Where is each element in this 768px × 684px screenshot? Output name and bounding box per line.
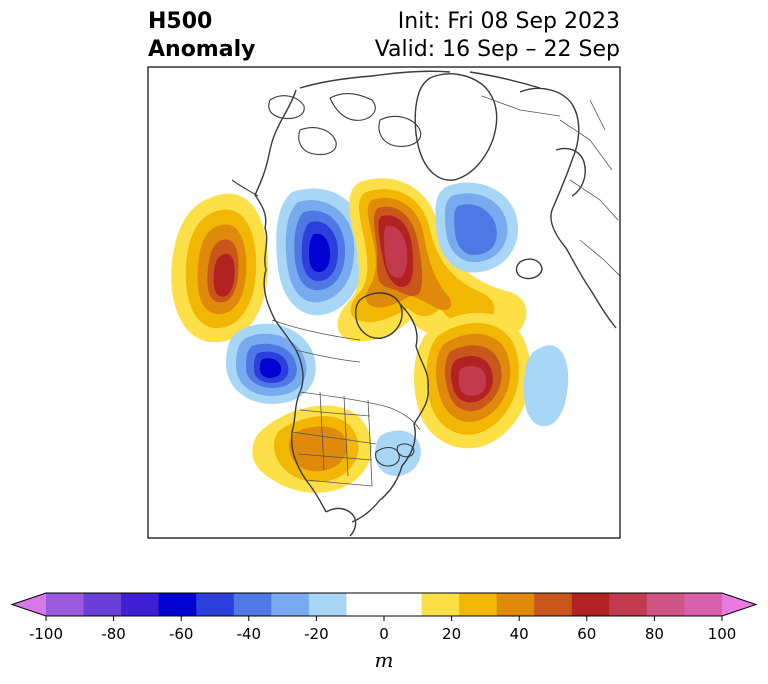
- title-right: Init: Fri 08 Sep 2023 Valid: 16 Sep – 22…: [375, 8, 620, 64]
- anomaly-ne-pacific-ridge: [171, 193, 269, 343]
- colorbar-bin: [233, 593, 272, 616]
- title-valid: Valid: 16 Sep – 22 Sep: [374, 37, 620, 62]
- colorbar-bin: [421, 593, 460, 616]
- colorbar-bin: [496, 593, 535, 616]
- coastlines: [231, 70, 617, 537]
- anomaly-arctic-ridge: [337, 178, 527, 345]
- edge-gap: [148, 284, 150, 318]
- map-panel: [147, 66, 621, 539]
- map-frame: [147, 66, 621, 539]
- anomaly-alaska-trough: [276, 188, 366, 316]
- title-left: H500 Anomaly: [148, 8, 255, 64]
- colorbar-bin: [346, 593, 422, 616]
- anomaly-nw-atlantic-ridge: [414, 312, 531, 449]
- colorbar-bin: [83, 593, 122, 616]
- title-type: Anomaly: [148, 37, 256, 62]
- colorbar-tick-label: -80: [101, 625, 126, 643]
- colorbar-tick-label: 0: [379, 625, 389, 643]
- anomaly-pacific-trough: [226, 323, 316, 404]
- political-borders: [271, 95, 620, 487]
- colorbar: -100 -80 -60 -40 -20 0 20 40 60 80 100: [10, 592, 758, 643]
- colorbar-tick-label: 40: [510, 625, 529, 643]
- colorbar-tick-label: 20: [442, 625, 461, 643]
- colorbar-tick-label: -60: [169, 625, 194, 643]
- colorbar-bin: [121, 593, 160, 616]
- colorbar-bin: [646, 593, 685, 616]
- colorbar-bin: [308, 593, 347, 616]
- colorbar-extend-low: [12, 593, 46, 616]
- colorbar-bin: [46, 593, 84, 616]
- colorbar-tick-label: -40: [237, 625, 262, 643]
- colorbar-bin: [534, 593, 573, 616]
- colorbar-tick-label: 80: [645, 625, 664, 643]
- colorbar-tick-label: -100: [29, 625, 63, 643]
- colorbar-bin: [459, 593, 498, 616]
- colorbar-extend-high: [722, 593, 756, 616]
- anomaly-western-us-ridge: [252, 405, 372, 493]
- colorbar-unit-label: m: [375, 648, 394, 672]
- anomaly-atlantic-trough: [523, 345, 569, 427]
- colorbar-tick-label: 100: [708, 625, 737, 643]
- colorbar-tick-label: 60: [577, 625, 596, 643]
- colorbar-tick-label: -20: [304, 625, 329, 643]
- colorbar-bin: [158, 593, 197, 616]
- colorbar-bin: [609, 593, 648, 616]
- colorbar-bin: [684, 593, 723, 616]
- title-init: Init: Fri 08 Sep 2023: [397, 9, 620, 34]
- title-variable: H500: [148, 9, 213, 34]
- colorbar-bin: [571, 593, 610, 616]
- colorbar-bin: [271, 593, 310, 616]
- anomaly-great-lakes-trough: [374, 430, 421, 476]
- anomaly-layer: [148, 70, 620, 537]
- anomaly-siberian-trough: [435, 182, 519, 273]
- colorbar-bin: [196, 593, 235, 616]
